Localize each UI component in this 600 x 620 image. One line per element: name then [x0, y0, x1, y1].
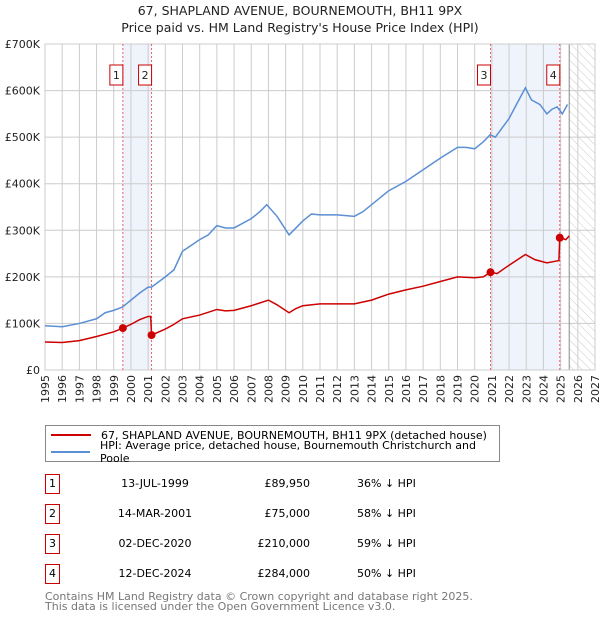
x-tick-label: 2007 [245, 375, 258, 403]
x-tick-label: 2023 [520, 375, 533, 403]
sale-date: 14-MAR-2001 [117, 507, 193, 520]
legend: 67, SHAPLAND AVENUE, BOURNEMOUTH, BH11 9… [45, 425, 500, 465]
sale-label-box [546, 64, 561, 86]
x-tick-label: 2014 [366, 375, 379, 403]
y-tick-label: £400K [5, 178, 41, 191]
price-paid-line [44, 235, 570, 344]
sale-number-box: 3 [45, 534, 60, 554]
y-tick-label: £0 [26, 364, 40, 377]
x-tick-label: 2020 [469, 375, 482, 403]
sale-point [555, 233, 564, 242]
x-tick-label: 2012 [331, 375, 344, 403]
sale-label-number: 1 [113, 69, 120, 82]
x-tick-label: 1999 [108, 375, 121, 403]
sale-price: £89,950 [264, 477, 311, 490]
chart-title: 67, SHAPLAND AVENUE, BOURNEMOUTH, BH11 9… [137, 3, 463, 18]
x-tick-label: 2006 [228, 375, 241, 403]
hpi-line [44, 86, 569, 328]
sale-price: £284,000 [257, 567, 311, 580]
x-tick-label: 2008 [262, 375, 275, 403]
sale-row: 1 13-JUL-1999 £89,950 36% ↓ HPI [45, 474, 445, 496]
y-tick-label: £500K [5, 131, 41, 144]
x-tick-label: 2005 [211, 375, 224, 403]
x-tick-label: 2022 [503, 375, 516, 403]
sale-label-number: 4 [550, 69, 557, 82]
y-tick-label: £600K [5, 85, 41, 98]
forecast-hatch [569, 44, 595, 370]
sale-point [147, 331, 156, 340]
line-chart: 1995 1996 1997 1998 1999 2000 2001 2002 2003 2004… [5, 38, 600, 403]
x-tick-label: 2003 [177, 375, 190, 403]
x-tick-label: 2024 [537, 375, 550, 403]
sale-row: 4 12-DEC-2024 £284,000 50% ↓ HPI [45, 564, 445, 586]
shaded-period [122, 44, 152, 370]
x-tick-label: 2027 [589, 375, 600, 403]
sale-row: 2 14-MAR-2001 £75,000 58% ↓ HPI [45, 504, 445, 526]
sale-label-box [477, 64, 491, 86]
legend-item-property: 67, SHAPLAND AVENUE, BOURNEMOUTH, BH11 9… [46, 427, 487, 443]
legend-label: 67, SHAPLAND AVENUE, BOURNEMOUTH, BH11 9… [101, 428, 487, 442]
x-tick-label: 1996 [56, 375, 69, 403]
y-tick-label: £300K [5, 224, 41, 237]
sale-label-number: 3 [481, 69, 488, 82]
x-tick-label: 2026 [572, 375, 585, 403]
x-tick-label: 2004 [194, 375, 207, 403]
x-tick-label: 2019 [452, 375, 465, 403]
sale-label-number: 2 [142, 69, 149, 82]
sale-label-box [109, 64, 124, 86]
sale-number-box: 2 [45, 504, 60, 524]
y-tick-label: £100K [5, 317, 41, 330]
x-tick-label: 2013 [348, 375, 361, 403]
x-tick-label: 1997 [73, 375, 86, 403]
chart-subtitle: Price paid vs. HM Land Registry's House … [121, 20, 479, 35]
x-tick-label: 2001 [142, 375, 155, 403]
x-tick-label: 2016 [400, 375, 413, 403]
sale-point [118, 324, 127, 333]
footer-copyright: Contains HM Land Registry data © Crown c… [45, 590, 473, 603]
shaded-period [490, 44, 560, 370]
x-tick-label: 2025 [555, 375, 568, 403]
x-tick-label: 2010 [297, 375, 310, 403]
plot-frame [44, 43, 596, 371]
x-tick-label: 2021 [486, 375, 499, 403]
legend-label: HPI: Average price, detached house, Bour… [100, 439, 476, 465]
x-tick-label: 1995 [39, 375, 52, 403]
sale-hpi-diff: 59% ↓ HPI [357, 537, 416, 550]
legend-item-hpi: HPI: Average price, detached house, Bour… [46, 439, 499, 465]
x-tick-label: 2011 [314, 375, 327, 403]
sale-row: 3 02-DEC-2020 £210,000 59% ↓ HPI [45, 534, 445, 556]
sale-hpi-diff: 58% ↓ HPI [357, 507, 416, 520]
sale-number-box: 4 [45, 564, 60, 584]
x-tick-label: 2015 [383, 375, 396, 403]
sale-price: £75,000 [264, 507, 311, 520]
sale-date: 12-DEC-2024 [118, 567, 192, 580]
sale-hpi-diff: 50% ↓ HPI [357, 567, 416, 580]
sale-label-box [138, 64, 153, 86]
x-tick-label: 1998 [91, 375, 104, 403]
y-tick-label: £200K [5, 271, 41, 284]
x-tick-label: 2000 [125, 375, 138, 403]
sale-price: £210,000 [257, 537, 311, 550]
sale-date: 02-DEC-2020 [118, 537, 192, 550]
legend-swatch-red [51, 434, 91, 436]
legend-swatch-blue [51, 451, 91, 453]
sale-number-box: 1 [45, 474, 60, 494]
x-tick-label: 2018 [434, 375, 447, 403]
footer-licence: This data is licensed under the Open Gov… [45, 600, 396, 613]
x-tick-label: 2002 [159, 375, 172, 403]
sale-date: 13-JUL-1999 [121, 477, 189, 490]
sale-hpi-diff: 36% ↓ HPI [357, 477, 416, 490]
x-tick-label: 2009 [280, 375, 293, 403]
sale-point [486, 268, 495, 277]
y-tick-label: £700K [5, 38, 41, 51]
x-tick-label: 2017 [417, 375, 430, 403]
